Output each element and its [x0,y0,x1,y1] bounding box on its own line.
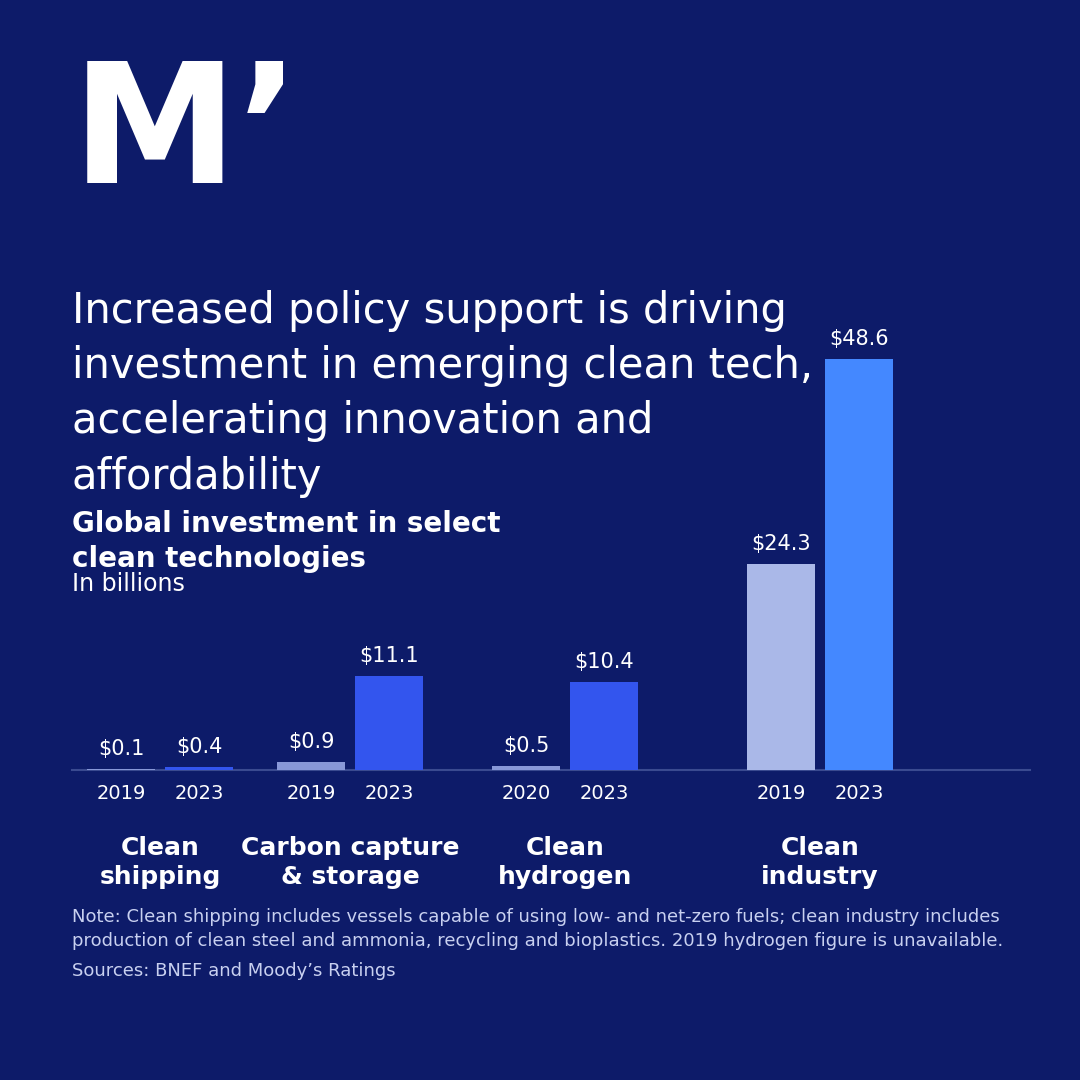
Text: Sources: BNEF and Moody’s Ratings: Sources: BNEF and Moody’s Ratings [72,962,395,980]
Text: 2023: 2023 [174,784,224,804]
Bar [165,767,233,770]
Text: M’: M’ [72,55,301,218]
Text: Global investment in select
clean technologies: Global investment in select clean techno… [72,510,500,572]
Bar [825,359,893,770]
Text: Carbon capture
& storage: Carbon capture & storage [241,836,459,889]
Text: 2019: 2019 [756,784,806,804]
Text: 2023: 2023 [835,784,883,804]
Text: 2019: 2019 [286,784,336,804]
Text: $10.4: $10.4 [575,652,634,672]
Text: Clean
industry: Clean industry [761,836,879,889]
Bar [355,676,423,770]
Text: $24.3: $24.3 [752,535,811,554]
Text: Note: Clean shipping includes vessels capable of using low- and net-zero fuels; : Note: Clean shipping includes vessels ca… [72,908,1003,950]
Bar [276,762,345,770]
Bar [570,681,638,770]
Text: Clean
hydrogen: Clean hydrogen [498,836,632,889]
Text: 2019: 2019 [96,784,146,804]
Text: In billions: In billions [72,572,185,596]
Text: 2023: 2023 [579,784,629,804]
Text: $0.9: $0.9 [287,732,334,753]
Text: Increased policy support is driving
investment in emerging clean tech,
accelerat: Increased policy support is driving inve… [72,291,813,498]
Bar [747,565,815,770]
Text: $0.1: $0.1 [98,739,145,759]
Text: 2020: 2020 [501,784,551,804]
Text: Clean
shipping: Clean shipping [99,836,220,889]
Bar [492,766,561,770]
Text: $48.6: $48.6 [829,328,889,349]
Text: $0.5: $0.5 [503,735,550,756]
Text: $11.1: $11.1 [360,646,419,666]
Text: $0.4: $0.4 [176,737,222,757]
Text: 2023: 2023 [364,784,414,804]
